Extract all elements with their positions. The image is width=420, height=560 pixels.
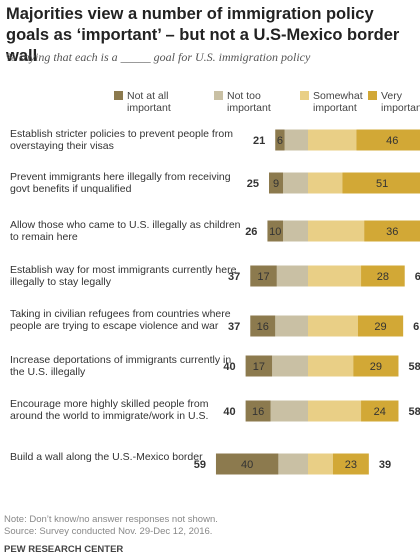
bar-somewhat-important — [308, 453, 333, 475]
net-not-important-label: 26 — [245, 226, 257, 238]
net-important-label: 62 — [415, 271, 420, 283]
data-label-not-at-all: 16 — [252, 406, 264, 418]
bar-somewhat-important — [308, 355, 354, 377]
bar-not-at-all-important — [267, 220, 284, 242]
legend-swatch-somewhat — [300, 91, 309, 100]
net-not-important-label: 37 — [228, 271, 240, 283]
chart-title: Majorities view a number of immigration … — [6, 5, 400, 65]
bar-not-too-important — [276, 265, 308, 287]
net-important-label: 39 — [379, 459, 391, 471]
bar-not-too-important — [275, 315, 308, 337]
net-not-important-label: 25 — [247, 178, 259, 190]
data-label-not-at-all: 6 — [277, 135, 283, 147]
bar-not-at-all-important — [250, 265, 277, 287]
legend-item-very: Very important — [368, 90, 420, 114]
bar-very-important — [361, 400, 399, 422]
bar-not-too-important — [278, 453, 308, 475]
bar-very-important — [342, 172, 420, 194]
net-not-important-label: 21 — [253, 135, 265, 147]
data-label-not-at-all: 16 — [257, 321, 269, 333]
data-label-not-at-all: 10 — [269, 226, 281, 238]
data-label-very: 29 — [370, 361, 382, 373]
credit: PEW RESEARCH CENTER — [4, 544, 124, 555]
row-label-refugees: Taking in civilian refugees from countri… — [10, 308, 231, 332]
row-label-border-wall: Build a wall along the U.S.-Mexico borde… — [10, 451, 203, 463]
bar-not-too-important — [270, 400, 308, 422]
legend-label-not-too: Not too important — [227, 90, 271, 114]
bar-not-too-important — [272, 355, 308, 377]
net-not-important-label: 37 — [228, 321, 240, 333]
legend-swatch-not-at-all — [114, 91, 123, 100]
data-label-not-at-all: 17 — [257, 271, 269, 283]
bar-not-at-all-important — [215, 453, 279, 475]
data-label-very: 51 — [376, 178, 388, 190]
bar-very-important — [361, 265, 405, 287]
bar-somewhat-important — [308, 129, 357, 151]
net-not-important-label: 40 — [223, 406, 235, 418]
data-label-very: 28 — [377, 271, 389, 283]
net-important-label: 58 — [408, 406, 420, 418]
bar-somewhat-important — [308, 265, 362, 287]
bar-somewhat-important — [308, 315, 358, 337]
net-not-important-label: 59 — [194, 459, 206, 471]
row-label-deportations: Increase deportations of immigrants curr… — [10, 354, 232, 378]
bar-not-too-important — [283, 172, 308, 194]
footnote: Note: Don’t know/no answer responses not… — [4, 514, 218, 538]
bar-not-at-all-important — [250, 315, 276, 337]
bar-not-too-important — [283, 220, 308, 242]
chart-subtitle: % saying that each is a _____ goal for U… — [6, 50, 311, 64]
legend-item-not-too: Not too important — [214, 90, 278, 114]
bar-not-too-important — [284, 129, 308, 151]
row-label-govt-benefits: Prevent immigrants here illegally from r… — [10, 171, 231, 195]
legend-label-not-at-all: Not at all important — [127, 90, 171, 114]
legend-swatch-very — [368, 91, 377, 100]
footnote-note: Note: Don’t know/no answer responses not… — [4, 514, 218, 525]
bar-not-at-all-important — [245, 355, 273, 377]
bar-very-important — [353, 355, 399, 377]
data-label-not-at-all: 40 — [241, 459, 253, 471]
legend-label-somewhat: Somewhat important — [313, 90, 363, 114]
bar-somewhat-important — [308, 220, 365, 242]
bar-not-at-all-important — [245, 400, 271, 422]
net-not-important-label: 40 — [223, 361, 235, 373]
legend-item-not-at-all: Not at all important — [114, 90, 190, 114]
legend-label-very: Very important — [381, 90, 420, 114]
data-label-very: 46 — [386, 135, 398, 147]
bar-somewhat-important — [308, 400, 362, 422]
net-important-label: 58 — [408, 361, 420, 373]
row-label-overstay-visas: Establish stricter policies to prevent p… — [10, 128, 233, 152]
data-label-very: 36 — [386, 226, 398, 238]
footnote-source: Source: Survey conducted Nov. 29-Dec 12,… — [4, 526, 213, 537]
bar-not-at-all-important — [275, 129, 285, 151]
data-label-very: 23 — [345, 459, 357, 471]
data-label-not-at-all: 9 — [273, 178, 279, 190]
data-label-very: 29 — [374, 321, 386, 333]
net-important-label: 61 — [413, 321, 420, 333]
legend-swatch-not-too — [214, 91, 223, 100]
bar-very-important — [357, 315, 404, 337]
legend-item-somewhat: Somewhat important — [300, 90, 366, 114]
bar-somewhat-important — [308, 172, 343, 194]
bar-very-important — [332, 453, 369, 475]
bar-very-important — [356, 129, 420, 151]
data-label-very: 24 — [374, 406, 386, 418]
row-label-skilled-immigrants: Encourage more highly skilled people fro… — [10, 398, 209, 422]
row-label-children-remain: Allow those who came to U.S. illegally a… — [10, 219, 241, 243]
data-label-not-at-all: 17 — [253, 361, 265, 373]
bar-not-at-all-important — [269, 172, 284, 194]
row-label-stay-legally: Establish way for most immigrants curren… — [10, 264, 237, 288]
bar-very-important — [364, 220, 420, 242]
